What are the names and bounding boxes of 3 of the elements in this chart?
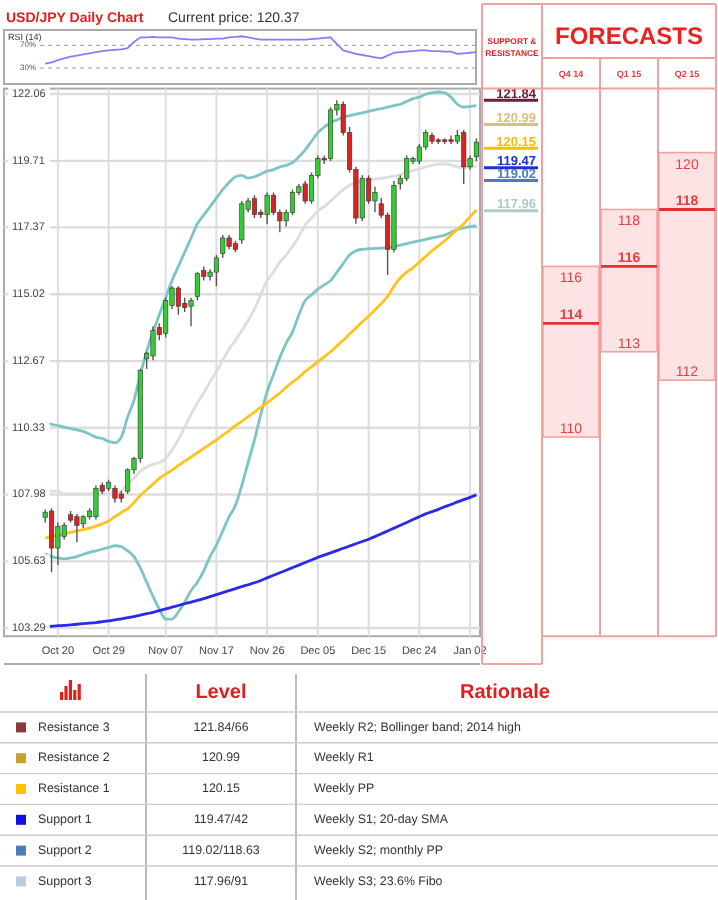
category-label: Level — [195, 682, 248, 704]
category-label: Rationale — [459, 682, 551, 704]
chart-title: FORECASTS — [554, 22, 704, 50]
